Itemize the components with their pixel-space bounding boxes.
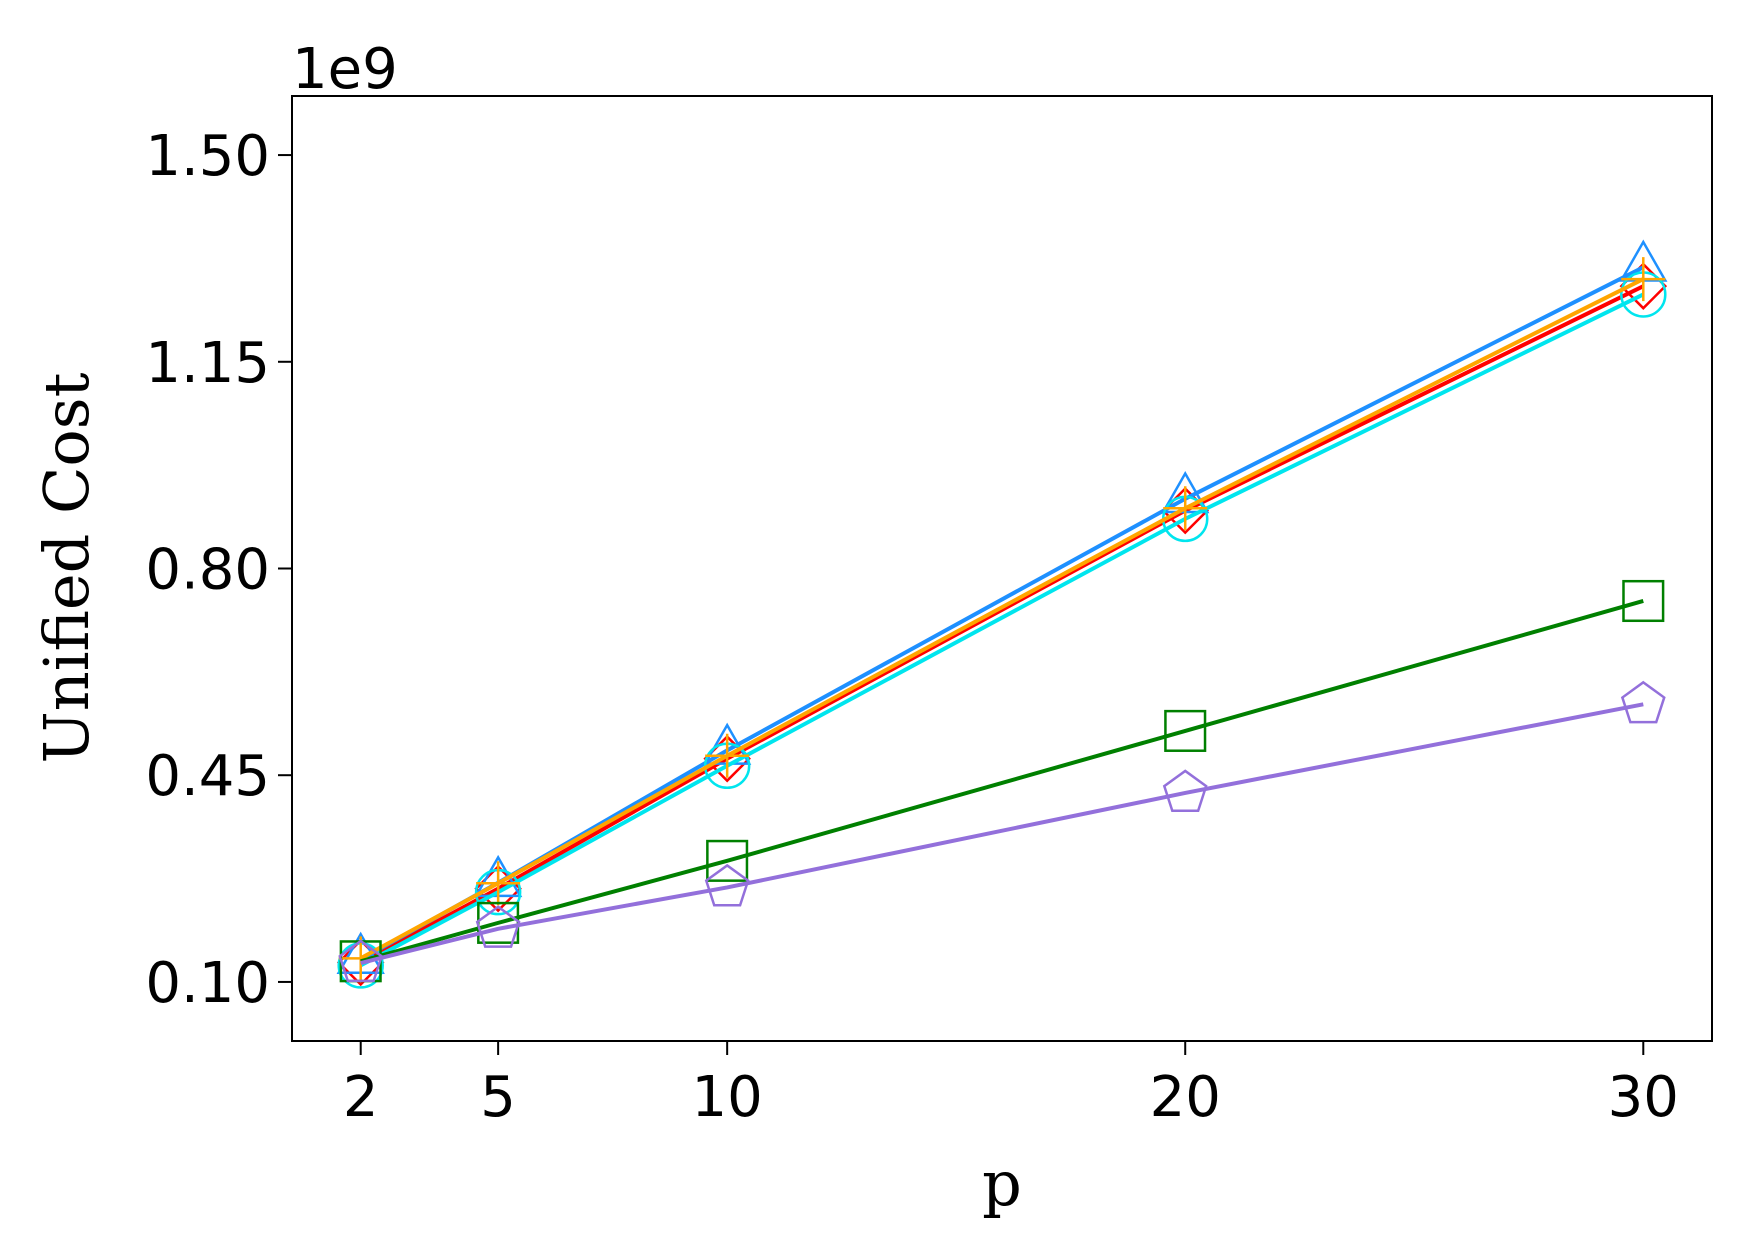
data-point-square <box>1622 579 1665 623</box>
y-tick-label: 0.80 <box>145 538 270 603</box>
x-tick-label: 2 <box>343 1065 379 1130</box>
data-point-pentagon <box>1162 769 1208 812</box>
series <box>338 257 1666 981</box>
x-tick-label: 10 <box>692 1065 763 1130</box>
data-point-square <box>1164 709 1207 752</box>
data-point-plus <box>1163 486 1208 531</box>
y-tick-label: 1.15 <box>145 331 270 396</box>
data-point-square <box>706 839 749 882</box>
x-tick-label: 20 <box>1150 1065 1221 1130</box>
x-tick-label: 30 <box>1608 1065 1679 1130</box>
data-point-plus <box>705 733 750 778</box>
plot-frame <box>291 95 1713 1042</box>
x-axis-label: p <box>982 1147 1022 1220</box>
y-tick-label: 1.50 <box>145 124 270 189</box>
data-point-pentagon <box>704 863 750 907</box>
x-tick-label: 5 <box>480 1065 516 1130</box>
data-point-plus <box>1621 257 1666 302</box>
series-line <box>360 599 1644 964</box>
series-line <box>359 292 1645 968</box>
series-layer <box>336 239 1668 989</box>
series <box>337 271 1667 989</box>
y-axis-label: Unified Cost <box>30 372 103 763</box>
data-point-pentagon <box>475 905 521 948</box>
data-point-pentagon <box>338 939 384 983</box>
y-axis: 0.10 0.45 0.80 1.15 1.50 <box>145 124 292 1016</box>
series <box>338 680 1666 983</box>
x-axis: 2 5 10 20 30 <box>343 1041 1679 1130</box>
y-offset-label: 1e9 <box>292 37 398 102</box>
y-tick-label: 0.45 <box>145 744 270 809</box>
series-line <box>360 702 1644 965</box>
series <box>336 262 1668 987</box>
data-point-plus <box>476 861 521 906</box>
y-tick-label: 0.10 <box>145 951 270 1016</box>
data-point-pentagon <box>1620 680 1666 724</box>
